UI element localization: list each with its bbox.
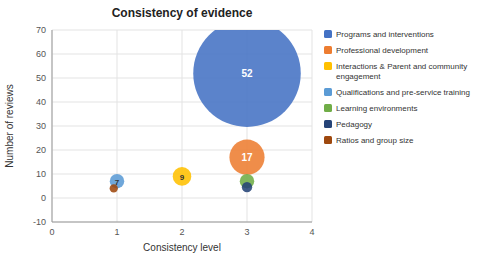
grid-line [117, 30, 118, 222]
y-tick-label: 40 [36, 97, 46, 107]
y-tick-label: 60 [36, 49, 46, 59]
legend-label-line: engagement [336, 72, 381, 81]
bubble [242, 182, 252, 192]
legend-swatch [324, 88, 332, 96]
x-axis-label: Consistency level [143, 242, 221, 253]
legend-label-line: Pedagogy [336, 120, 372, 129]
legend-label-line: Ratios and group size [336, 136, 414, 145]
data-label: 52 [241, 68, 253, 79]
y-axis-label: Number of reviews [4, 84, 15, 167]
legend-label-line: Professional development [336, 46, 429, 55]
grid-line [312, 30, 313, 222]
x-tick-label: 4 [309, 227, 314, 237]
background [0, 0, 500, 263]
legend-swatch [324, 120, 332, 128]
legend-label: Ratios and group size [336, 136, 414, 145]
data-label: 9 [180, 173, 185, 182]
legend-swatch [324, 104, 332, 112]
legend-label: Programs and interventions [336, 30, 434, 39]
legend-label-line: Qualifications and pre-service training [336, 88, 470, 97]
grid-line [52, 222, 312, 223]
title: Consistency of evidence [112, 6, 253, 20]
x-axis-line [52, 222, 312, 223]
legend-label-line: Interactions & Parent and community [336, 62, 467, 71]
legend-label-line: Programs and interventions [336, 30, 434, 39]
y-axis-line [52, 30, 53, 222]
y-tick-label: 70 [36, 25, 46, 35]
bubbles [110, 30, 301, 193]
bubble [229, 140, 264, 175]
grid-line [52, 30, 53, 222]
data-label: 17 [241, 152, 253, 163]
y-tick-label: 20 [36, 145, 46, 155]
legend-label: Learning environments [336, 104, 417, 113]
data-labels: 52 17 9 7 [115, 68, 253, 187]
legend-swatch [324, 62, 332, 70]
x-tick-label: 2 [179, 227, 184, 237]
y-tick-label: 0 [41, 193, 46, 203]
chart: Consistency of evidence-1001020304050607… [0, 0, 500, 263]
x-tick-label: 1 [114, 227, 119, 237]
legend-swatch [324, 136, 332, 144]
legend-label-line: Learning environments [336, 104, 417, 113]
legend-label: Professional development [336, 46, 429, 55]
legend-swatch [324, 30, 332, 38]
legend-label: Interactions & Parent and communityengag… [336, 62, 467, 81]
y-tick-label: 10 [36, 169, 46, 179]
y-tick-label: 50 [36, 73, 46, 83]
x-tick-label: 3 [244, 227, 249, 237]
data-label: 7 [115, 178, 120, 187]
legend: Programs and interventions Professional d… [324, 30, 470, 145]
legend-label: Qualifications and pre-service training [336, 88, 470, 97]
bubble [173, 167, 192, 186]
y-tick-label: 30 [36, 121, 46, 131]
bubble [193, 30, 301, 127]
x-tick-label: 0 [49, 227, 54, 237]
grid-line [182, 30, 183, 222]
legend-swatch [324, 46, 332, 54]
y-tick-label: -10 [33, 217, 46, 227]
legend-label: Pedagogy [336, 120, 372, 129]
